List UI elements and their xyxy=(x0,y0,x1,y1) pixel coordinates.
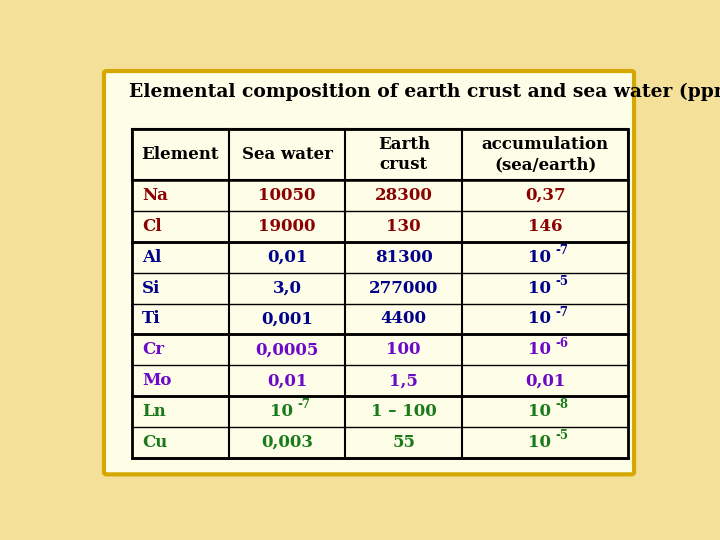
Bar xyxy=(132,129,629,458)
Text: 100: 100 xyxy=(387,341,421,358)
Text: 1 – 100: 1 – 100 xyxy=(371,403,436,420)
Text: 3,0: 3,0 xyxy=(273,280,302,296)
Text: Cr: Cr xyxy=(142,341,164,358)
Text: 81300: 81300 xyxy=(375,249,433,266)
Text: 55: 55 xyxy=(392,434,415,451)
Text: 146: 146 xyxy=(528,218,562,235)
Text: -5: -5 xyxy=(555,275,568,288)
Text: 10: 10 xyxy=(528,310,552,327)
Text: 0,37: 0,37 xyxy=(525,187,566,204)
Text: Cu: Cu xyxy=(142,434,167,451)
Text: Sea water: Sea water xyxy=(241,146,333,163)
Text: Si: Si xyxy=(142,280,161,296)
Text: -7: -7 xyxy=(555,244,568,257)
Text: -6: -6 xyxy=(555,336,568,349)
Text: 277000: 277000 xyxy=(369,280,438,296)
Text: Ti: Ti xyxy=(142,310,161,327)
Text: 10: 10 xyxy=(528,341,552,358)
Text: 10: 10 xyxy=(270,403,293,420)
Text: 10: 10 xyxy=(528,249,552,266)
Text: Na: Na xyxy=(142,187,168,204)
Text: 10050: 10050 xyxy=(258,187,316,204)
Text: Mo: Mo xyxy=(142,372,171,389)
Bar xyxy=(132,129,629,180)
Text: 10: 10 xyxy=(528,280,552,296)
Text: 0,0005: 0,0005 xyxy=(256,341,319,358)
Text: 130: 130 xyxy=(387,218,421,235)
Text: 1,5: 1,5 xyxy=(390,372,418,389)
Text: Elemental composition of earth crust and sea water (ppm): Elemental composition of earth crust and… xyxy=(129,83,720,101)
Text: 4400: 4400 xyxy=(381,310,427,327)
Text: -7: -7 xyxy=(555,306,568,319)
Text: 19000: 19000 xyxy=(258,218,316,235)
Text: -7: -7 xyxy=(297,399,310,411)
Text: Earth
crust: Earth crust xyxy=(378,137,430,173)
FancyBboxPatch shape xyxy=(104,71,634,474)
Text: Ln: Ln xyxy=(142,403,166,420)
Text: -5: -5 xyxy=(555,429,568,442)
Text: 0,01: 0,01 xyxy=(267,249,307,266)
Text: accumulation
(sea/earth): accumulation (sea/earth) xyxy=(482,137,609,173)
Text: 0,01: 0,01 xyxy=(525,372,565,389)
Text: 28300: 28300 xyxy=(375,187,433,204)
Text: Element: Element xyxy=(142,146,219,163)
Text: 0,001: 0,001 xyxy=(261,310,313,327)
Text: 0,01: 0,01 xyxy=(267,372,307,389)
Text: 0,003: 0,003 xyxy=(261,434,313,451)
Text: Al: Al xyxy=(142,249,161,266)
Text: 10: 10 xyxy=(528,403,552,420)
Text: Cl: Cl xyxy=(142,218,161,235)
Text: -8: -8 xyxy=(555,399,568,411)
Text: 10: 10 xyxy=(528,434,552,451)
